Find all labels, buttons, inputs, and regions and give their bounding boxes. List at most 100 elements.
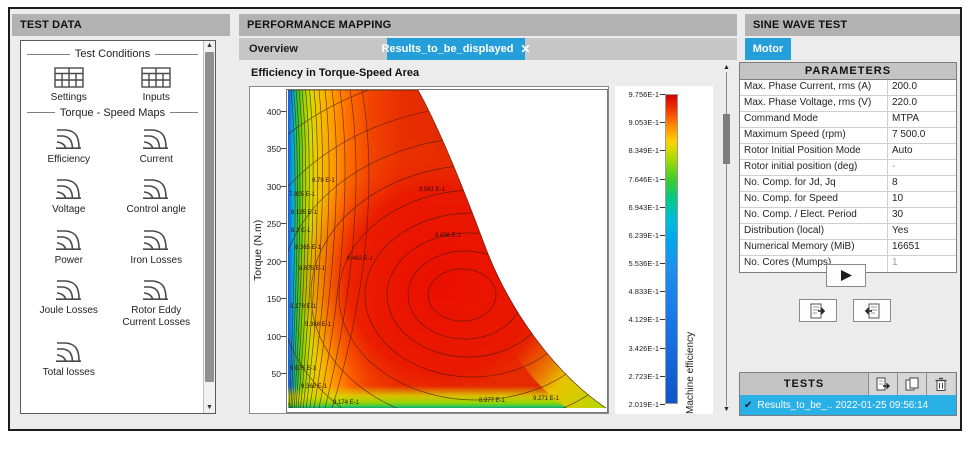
colorbar-tick: 4.129E-1	[628, 315, 659, 324]
tool-label: Joule Losses	[39, 305, 98, 316]
tool-efficiency[interactable]: Efficiency	[25, 121, 113, 166]
parameters-table-header: PARAMETERS	[740, 63, 956, 80]
sine-wave-test-header: SINE WAVE TEST	[745, 14, 960, 36]
tool-inputs[interactable]: Inputs	[113, 62, 201, 104]
tool-rotor-eddy-current-losses[interactable]: Rotor Eddy Current Losses	[113, 272, 201, 328]
param-value: 16651	[892, 241, 920, 252]
tab-results-to-be-displayed[interactable]: Results_to_be_displayed ✕	[381, 38, 531, 60]
table-row[interactable]: Max. Phase Current, rms (A) 200.0	[740, 80, 956, 96]
chart-frame: Torque (N.m) 400 350 300 250 200 150 100…	[249, 86, 609, 414]
tool-label: Rotor Eddy Current Losses	[122, 305, 191, 328]
param-label: Maximum Speed (rpm)	[740, 128, 888, 143]
table-row[interactable]: Command Mode MTPA	[740, 112, 956, 128]
tool-control-angle[interactable]: Control angle	[113, 171, 201, 216]
tool-settings[interactable]: Settings	[25, 62, 113, 104]
contour-label: 7.805 E-1	[289, 192, 316, 198]
param-value: 7 500.0	[892, 129, 926, 140]
param-label: No. Comp. / Elect. Period	[740, 208, 888, 223]
group-legend-test-conditions: Test Conditions	[27, 48, 198, 60]
contour-label: 8.879 E-1	[299, 266, 326, 272]
tests-header: TESTS	[740, 373, 956, 395]
table-row[interactable]: Numerical Memory (MiB) 16651	[740, 240, 956, 256]
param-label: Rotor Initial Position Mode	[740, 144, 888, 159]
param-value: MTPA	[892, 113, 920, 124]
tool-power[interactable]: Power	[25, 222, 113, 267]
y-tick: 350	[266, 144, 281, 154]
scroll-up-icon[interactable]: ▲	[723, 64, 730, 71]
curve-map-icon	[54, 226, 84, 252]
colorbar-gradient	[665, 94, 678, 404]
table-row[interactable]: No. Comp. for Jd, Jq 8	[740, 176, 956, 192]
contour-label: 9.174 E-1	[333, 400, 360, 406]
param-value: 200.0	[892, 81, 918, 92]
left-scrollbar[interactable]: ▲ ▼	[203, 41, 215, 413]
scrollbar-thumb[interactable]	[723, 114, 730, 164]
scroll-down-icon[interactable]: ▼	[723, 406, 730, 413]
param-value: 220.0	[892, 97, 918, 108]
duplicate-test-button[interactable]	[897, 373, 926, 395]
curve-map-icon	[54, 175, 84, 201]
contour-label: 8.977 E-1	[479, 398, 506, 404]
table-row[interactable]: No. Comp. for Speed 10	[740, 192, 956, 208]
test-timestamp: 2022-01-25 09:56:14	[835, 399, 929, 411]
test-result-row[interactable]: ✔ Results_to_be_... 2022-01-25 09:56:14	[740, 395, 956, 415]
document-export-icon	[810, 303, 826, 318]
colorbar-tick: 3.426E-1	[628, 344, 659, 353]
table-row[interactable]: Rotor Initial Position Mode Auto	[740, 144, 956, 160]
export-test-button[interactable]	[868, 373, 897, 395]
colorbar-label: Machine efficiency	[685, 331, 696, 414]
contour-label: 8.195 E-1	[291, 210, 318, 216]
export-results-button[interactable]	[799, 299, 837, 322]
param-label: Rotor initial position (deg)	[740, 160, 888, 175]
scroll-down-icon[interactable]: ▼	[206, 404, 213, 411]
copy-icon	[905, 377, 919, 391]
tool-joule-losses[interactable]: Joule Losses	[25, 272, 113, 328]
import-results-button[interactable]	[853, 299, 891, 322]
y-tick: 400	[266, 107, 281, 117]
table-row[interactable]: Maximum Speed (rpm) 7 500.0	[740, 128, 956, 144]
tool-label: Inputs	[142, 92, 170, 103]
tab-motor[interactable]: Motor	[745, 38, 791, 60]
table-icon	[53, 66, 85, 89]
colorbar-tick: 6.943E-1	[628, 203, 659, 212]
tab-overview[interactable]: Overview	[249, 43, 298, 55]
scroll-up-icon[interactable]: ▲	[206, 42, 213, 49]
scrollbar-thumb[interactable]	[205, 52, 214, 382]
tool-voltage[interactable]: Voltage	[25, 171, 113, 216]
colorbar-tick: 8.349E-1	[628, 146, 659, 155]
tests-section: TESTS	[739, 372, 957, 416]
tab-bar: Overview Results_to_be_displayed ✕	[239, 38, 737, 60]
check-icon: ✔	[744, 399, 753, 411]
tab-label: Results_to_be_displayed	[381, 43, 514, 55]
curve-map-icon	[141, 226, 171, 252]
curve-map-icon	[141, 276, 171, 302]
tool-current[interactable]: Current	[113, 121, 201, 166]
param-label: No. Comp. for Jd, Jq	[740, 176, 888, 191]
colorbar-tick: 2.723E-1	[628, 372, 659, 381]
tests-title: TESTS	[783, 378, 825, 390]
param-label: Max. Phase Voltage, rms (V)	[740, 96, 888, 111]
run-test-button[interactable]	[826, 264, 866, 287]
colorbar-tick: 6.239E-1	[628, 231, 659, 240]
contour-label: 8.2 E-1	[291, 228, 311, 234]
curve-map-icon	[54, 338, 84, 364]
tool-iron-losses[interactable]: Iron Losses	[113, 222, 201, 267]
y-tick: 100	[266, 332, 281, 342]
table-row[interactable]: Max. Phase Voltage, rms (V) 220.0	[740, 96, 956, 112]
table-row[interactable]: Rotor initial position (deg) -	[740, 160, 956, 176]
tool-label: Total losses	[42, 367, 95, 378]
chart-scrollbar[interactable]: ▲ ▼	[721, 64, 732, 414]
y-tick: 200	[266, 257, 281, 267]
param-value: 30	[892, 209, 904, 220]
tool-total-losses[interactable]: Total losses	[25, 334, 113, 379]
table-row[interactable]: No. Cores (Mumps) 1	[740, 256, 956, 272]
table-row[interactable]: Distribution (local) Yes	[740, 224, 956, 240]
y-tick: 150	[266, 294, 281, 304]
contour-label: 9.368 E-1	[301, 384, 328, 390]
table-row[interactable]: No. Comp. / Elect. Period 30	[740, 208, 956, 224]
param-value: Yes	[892, 225, 909, 236]
close-icon[interactable]: ✕	[520, 42, 531, 56]
tool-label: Control angle	[126, 204, 186, 215]
contour-label: 9.075 E-1	[290, 366, 317, 372]
delete-test-button[interactable]	[926, 373, 955, 395]
